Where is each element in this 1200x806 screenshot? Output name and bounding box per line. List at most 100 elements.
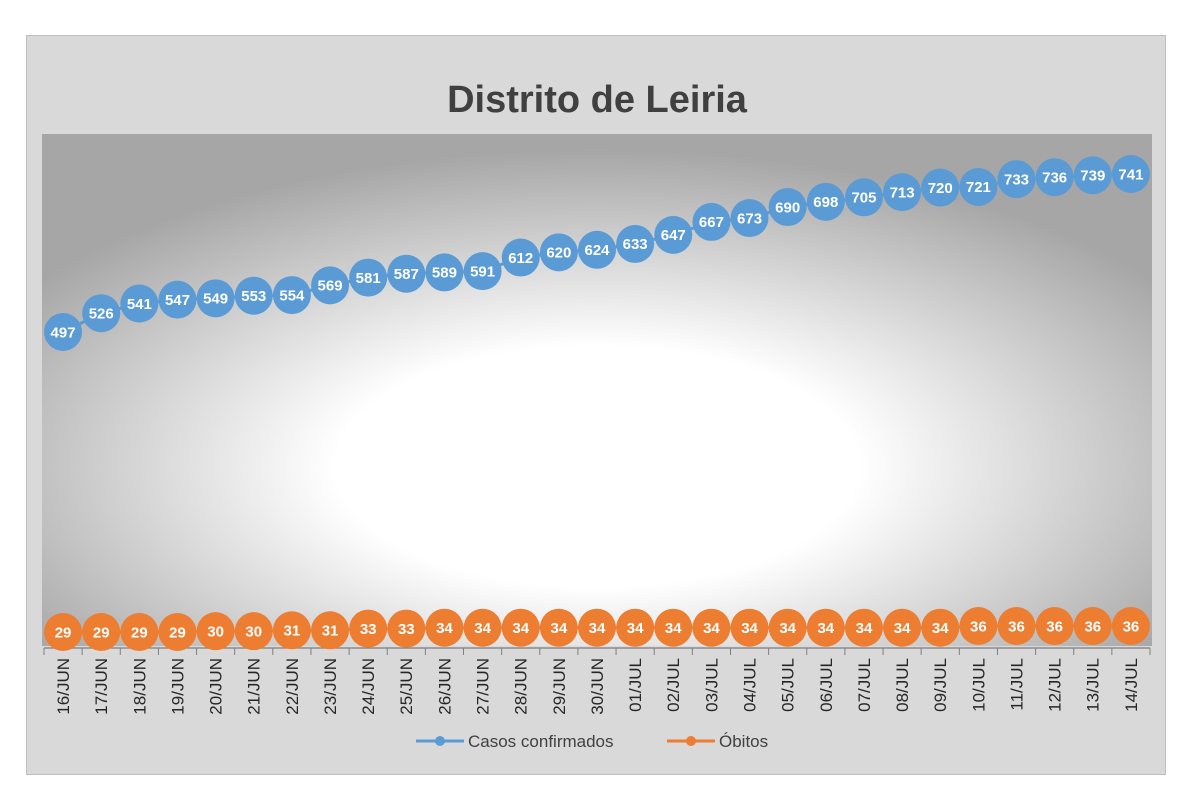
obitos-marker [1035, 607, 1074, 645]
x-tick-label: 07/JUL [855, 658, 874, 712]
obitos-marker [501, 608, 540, 647]
casos-confirmados-data-label: 589 [432, 265, 457, 282]
x-tick-label: 24/JUN [359, 658, 378, 715]
casos-confirmados-data-label: 620 [546, 245, 571, 262]
casos-confirmados-marker [158, 280, 197, 319]
casos-confirmados-data-label: 497 [51, 324, 76, 341]
obitos-data-label: 34 [551, 620, 568, 637]
casos-confirmados-data-label: 554 [279, 287, 305, 304]
casos-confirmados-marker [539, 233, 578, 272]
obitos-data-label: 34 [817, 620, 834, 637]
casos-confirmados-data-label: 526 [89, 305, 114, 322]
casos-confirmados-marker [616, 224, 655, 263]
casos-confirmados-data-label: 541 [127, 296, 152, 313]
obitos-marker [196, 612, 235, 651]
legend-casos-confirmados-marker [435, 736, 445, 746]
casos-confirmados-marker [120, 284, 159, 323]
legend-obitos-label: Óbitos [719, 732, 768, 751]
casos-confirmados-marker [730, 199, 769, 238]
x-tick-label: 23/JUN [321, 658, 340, 715]
casos-confirmados-data-label: 741 [1118, 166, 1143, 183]
obitos-data-label: 34 [741, 620, 758, 637]
casos-confirmados-marker [921, 168, 960, 207]
obitos-marker [387, 609, 426, 648]
casos-confirmados-data-label: 736 [1042, 169, 1067, 186]
casos-confirmados-data-label: 547 [165, 292, 190, 309]
casos-confirmados-data-label: 705 [851, 190, 876, 207]
plot-layer: 16/JUN 17/JUN 18/JUN 19/JUN 20/JUN 21/JUN 22/J… [43, 155, 1151, 715]
casos-confirmados-data-label: 713 [890, 184, 915, 201]
x-tick-label: 10/JUL [969, 658, 988, 712]
x-tick-label: 20/JUN [207, 658, 226, 715]
obitos-marker [997, 607, 1036, 645]
casos-confirmados-data-label: 667 [699, 214, 724, 231]
casos-confirmados-marker [196, 279, 235, 318]
x-tick-label: 19/JUN [168, 658, 187, 715]
obitos-data-label: 36 [1008, 618, 1025, 635]
casos-confirmados-data-label: 698 [813, 194, 838, 211]
obitos-data-label: 30 [207, 623, 224, 640]
legend-obitos-marker [686, 736, 696, 746]
casos-confirmados-marker [311, 266, 350, 305]
casos-confirmados-marker [82, 294, 121, 333]
casos-confirmados-data-label: 587 [394, 266, 419, 283]
casos-confirmados-data-label: 569 [318, 278, 343, 295]
x-tick-label: 08/JUL [893, 658, 912, 712]
x-tick-label: 14/JUL [1122, 658, 1141, 712]
casos-confirmados-data-label: 581 [356, 270, 381, 287]
x-tick-label: 06/JUL [817, 658, 836, 712]
obitos-data-label: 29 [131, 624, 148, 641]
casos-confirmados-marker [234, 276, 273, 315]
chart: Distrito de Leiria 16/JUN 17/JUN 18/JUN 19/… [42, 79, 1152, 751]
obitos-data-label: 36 [1046, 618, 1063, 635]
obitos-data-label: 36 [1084, 618, 1101, 635]
obitos-marker [311, 611, 350, 650]
casos-confirmados-marker [997, 160, 1036, 199]
x-tick-label: 11/JUL [1007, 658, 1026, 711]
x-tick-label: 27/JUN [474, 658, 493, 715]
obitos-data-label: 34 [703, 620, 720, 637]
casos-confirmados-marker [272, 276, 311, 315]
obitos-marker [806, 608, 845, 647]
casos-confirmados-data-label: 673 [737, 210, 762, 227]
x-tick-label: 03/JUL [702, 658, 721, 712]
casos-confirmados-marker [654, 215, 693, 254]
obitos-data-label: 34 [436, 620, 453, 637]
x-tick-label: 13/JUL [1084, 658, 1103, 712]
casos-confirmados-data-label: 591 [470, 263, 495, 280]
obitos-marker [1073, 607, 1112, 645]
x-tick-label: 21/JUN [245, 658, 264, 715]
x-tick-label: 01/JUL [626, 658, 645, 712]
chart-title: Distrito de Leiria [447, 79, 748, 121]
obitos-data-label: 36 [1123, 618, 1140, 635]
obitos-data-label: 33 [398, 621, 415, 638]
obitos-data-label: 31 [284, 623, 301, 640]
obitos-data-label: 34 [779, 620, 796, 637]
casos-confirmados-marker [463, 252, 502, 291]
casos-confirmados-marker [349, 258, 388, 297]
casos-confirmados-data-label: 633 [623, 236, 648, 253]
obitos-marker [959, 607, 998, 645]
casos-confirmados-data-label: 690 [775, 199, 800, 216]
obitos-marker [1111, 607, 1150, 645]
x-tick-label: 18/JUN [130, 658, 149, 715]
x-tick-label: 30/JUN [588, 658, 607, 715]
casos-confirmados-data-label: 739 [1080, 168, 1105, 185]
obitos-marker [120, 613, 159, 651]
casos-confirmados-data-label: 624 [584, 242, 610, 259]
obitos-data-label: 34 [589, 620, 606, 637]
casos-confirmados-data-label: 553 [241, 288, 266, 305]
obitos-data-label: 34 [474, 620, 491, 637]
casos-confirmados-marker [387, 254, 426, 293]
casos-confirmados-marker [844, 178, 883, 217]
casos-confirmados-data-label: 733 [1004, 171, 1029, 188]
x-tick-label: 09/JUL [931, 658, 950, 712]
casos-confirmados-marker [1111, 155, 1150, 193]
casos-confirmados-data-label: 612 [508, 250, 533, 267]
casos-confirmados-data-label: 647 [661, 227, 686, 244]
obitos-data-label: 34 [856, 620, 873, 637]
obitos-marker [425, 608, 464, 647]
obitos-marker [349, 609, 388, 648]
x-tick-label: 16/JUN [54, 658, 73, 715]
obitos-data-label: 36 [970, 618, 987, 635]
